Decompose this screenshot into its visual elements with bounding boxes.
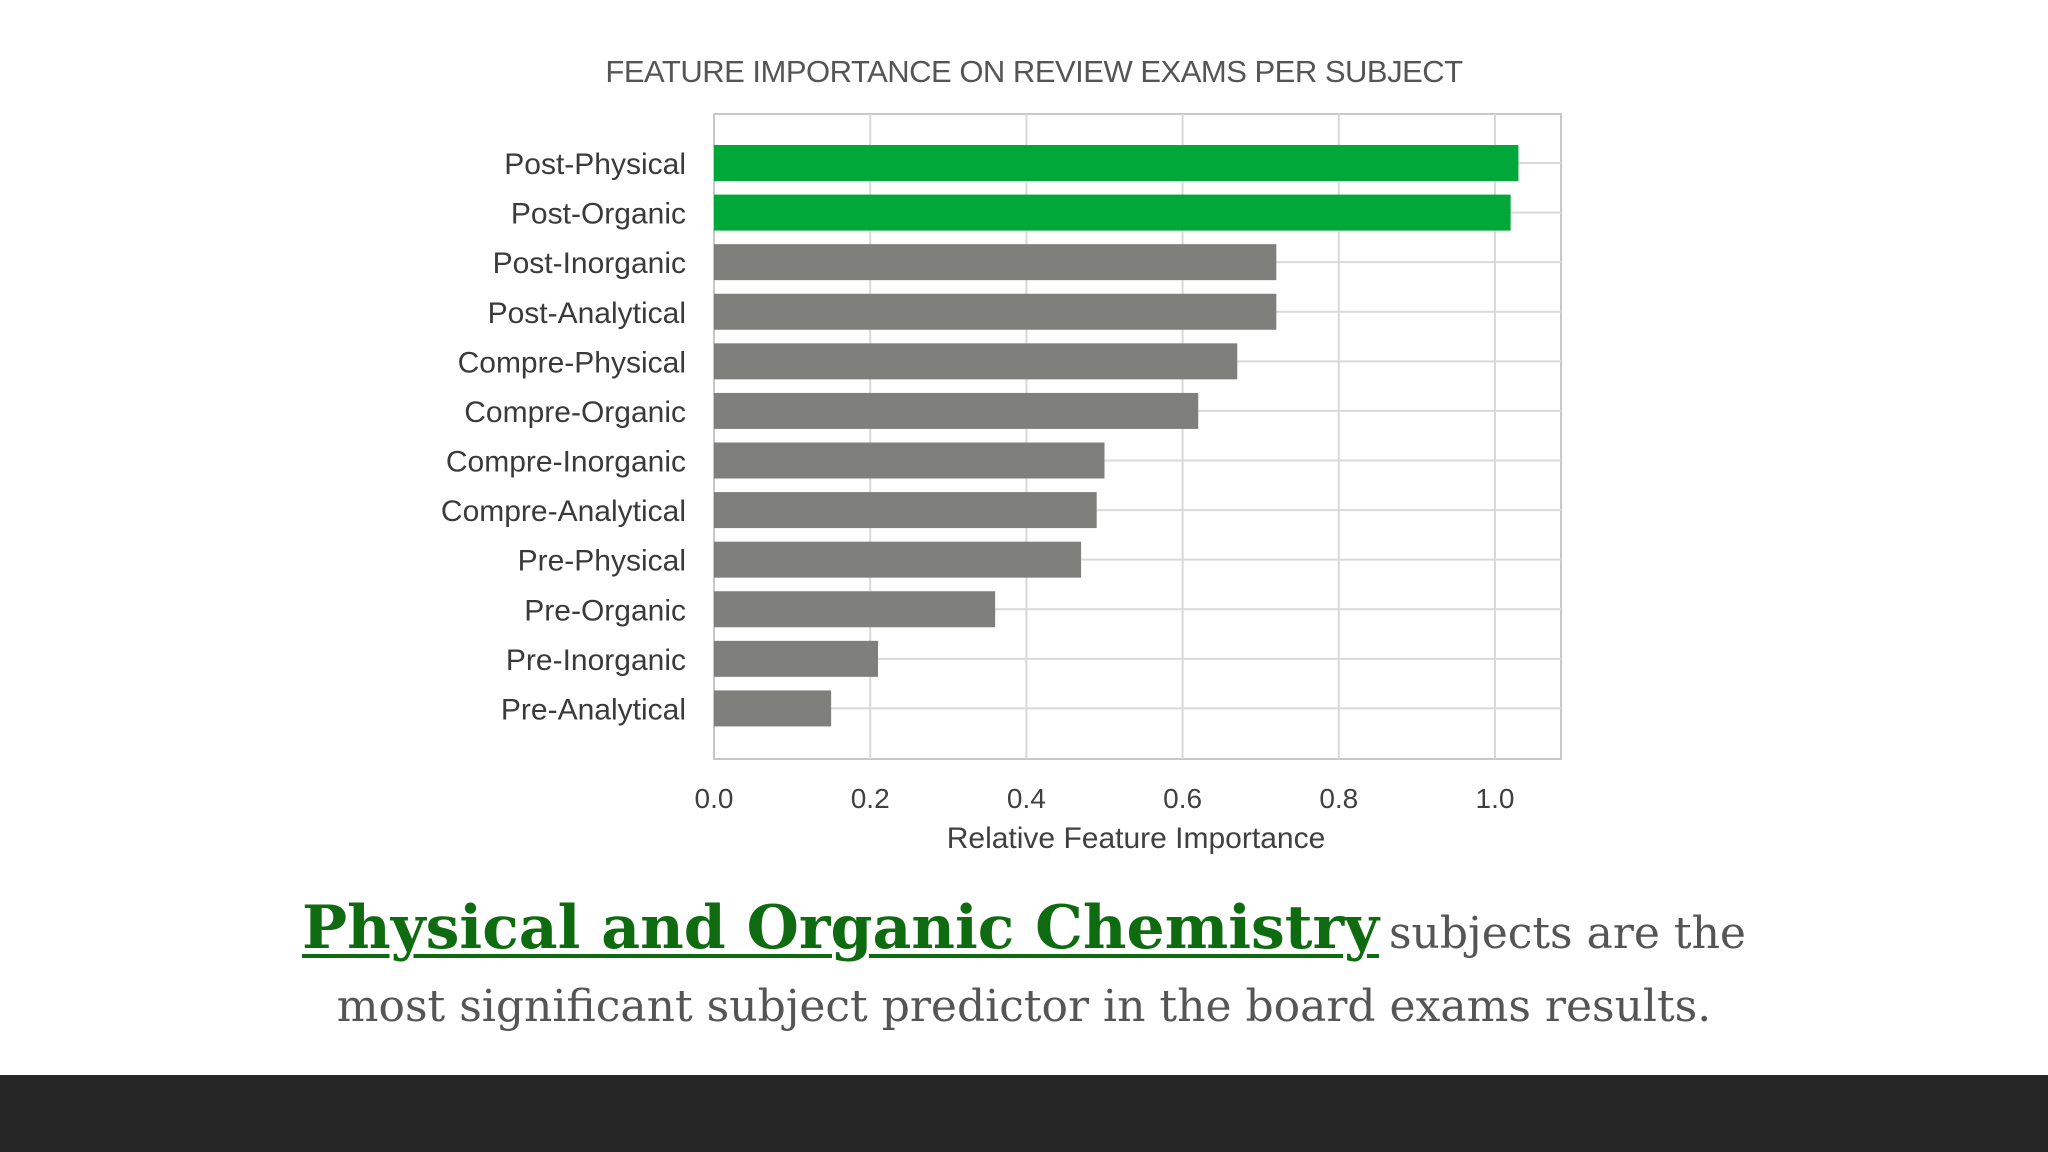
bar: [714, 244, 1277, 281]
x-tick-label: 0.2: [851, 783, 890, 814]
category-label: Pre-Analytical: [501, 693, 686, 726]
caption-line1: subjects are the: [1388, 908, 1746, 959]
category-label: Compre-Inorganic: [446, 446, 686, 479]
bar: [714, 145, 1519, 181]
category-label: Post-Organic: [511, 198, 686, 231]
x-tick-label: 0.0: [695, 783, 734, 814]
category-label: Pre-Inorganic: [506, 644, 686, 677]
category-label: Compre-Analytical: [441, 495, 686, 528]
chart-title: FEATURE IMPORTANCE ON REVIEW EXAMS PER S…: [605, 54, 1463, 89]
caption-line2: most significant subject predictor in th…: [336, 981, 1712, 1032]
bar: [714, 194, 1511, 231]
bar: [714, 640, 879, 677]
bar: [714, 392, 1199, 429]
x-tick-label: 0.6: [1163, 783, 1202, 814]
category-label: Compre-Organic: [464, 396, 686, 429]
bar: [714, 690, 832, 727]
category-label: Post-Physical: [504, 148, 686, 181]
category-label: Pre-Organic: [524, 594, 686, 627]
category-label: Post-Analytical: [488, 297, 686, 330]
bar: [714, 293, 1277, 330]
category-label: Compre-Physical: [458, 346, 686, 379]
category-label: Post-Inorganic: [493, 247, 686, 280]
x-tick-label: 0.4: [1007, 783, 1046, 814]
bar: [714, 541, 1082, 578]
bar: [714, 591, 996, 628]
bar: [714, 492, 1097, 529]
bar: [714, 343, 1238, 380]
caption-highlight: Physical and Organic Chemistry: [302, 893, 1379, 963]
bar: [714, 442, 1105, 479]
x-tick-label: 1.0: [1476, 783, 1515, 814]
caption: Physical and Organic Chemistry subjects a…: [0, 896, 2048, 1039]
x-tick-label: 0.8: [1319, 783, 1358, 814]
footer-bar: [0, 1075, 2048, 1152]
category-label: Pre-Physical: [518, 545, 686, 578]
x-axis-label: Relative Feature Importance: [947, 822, 1326, 855]
